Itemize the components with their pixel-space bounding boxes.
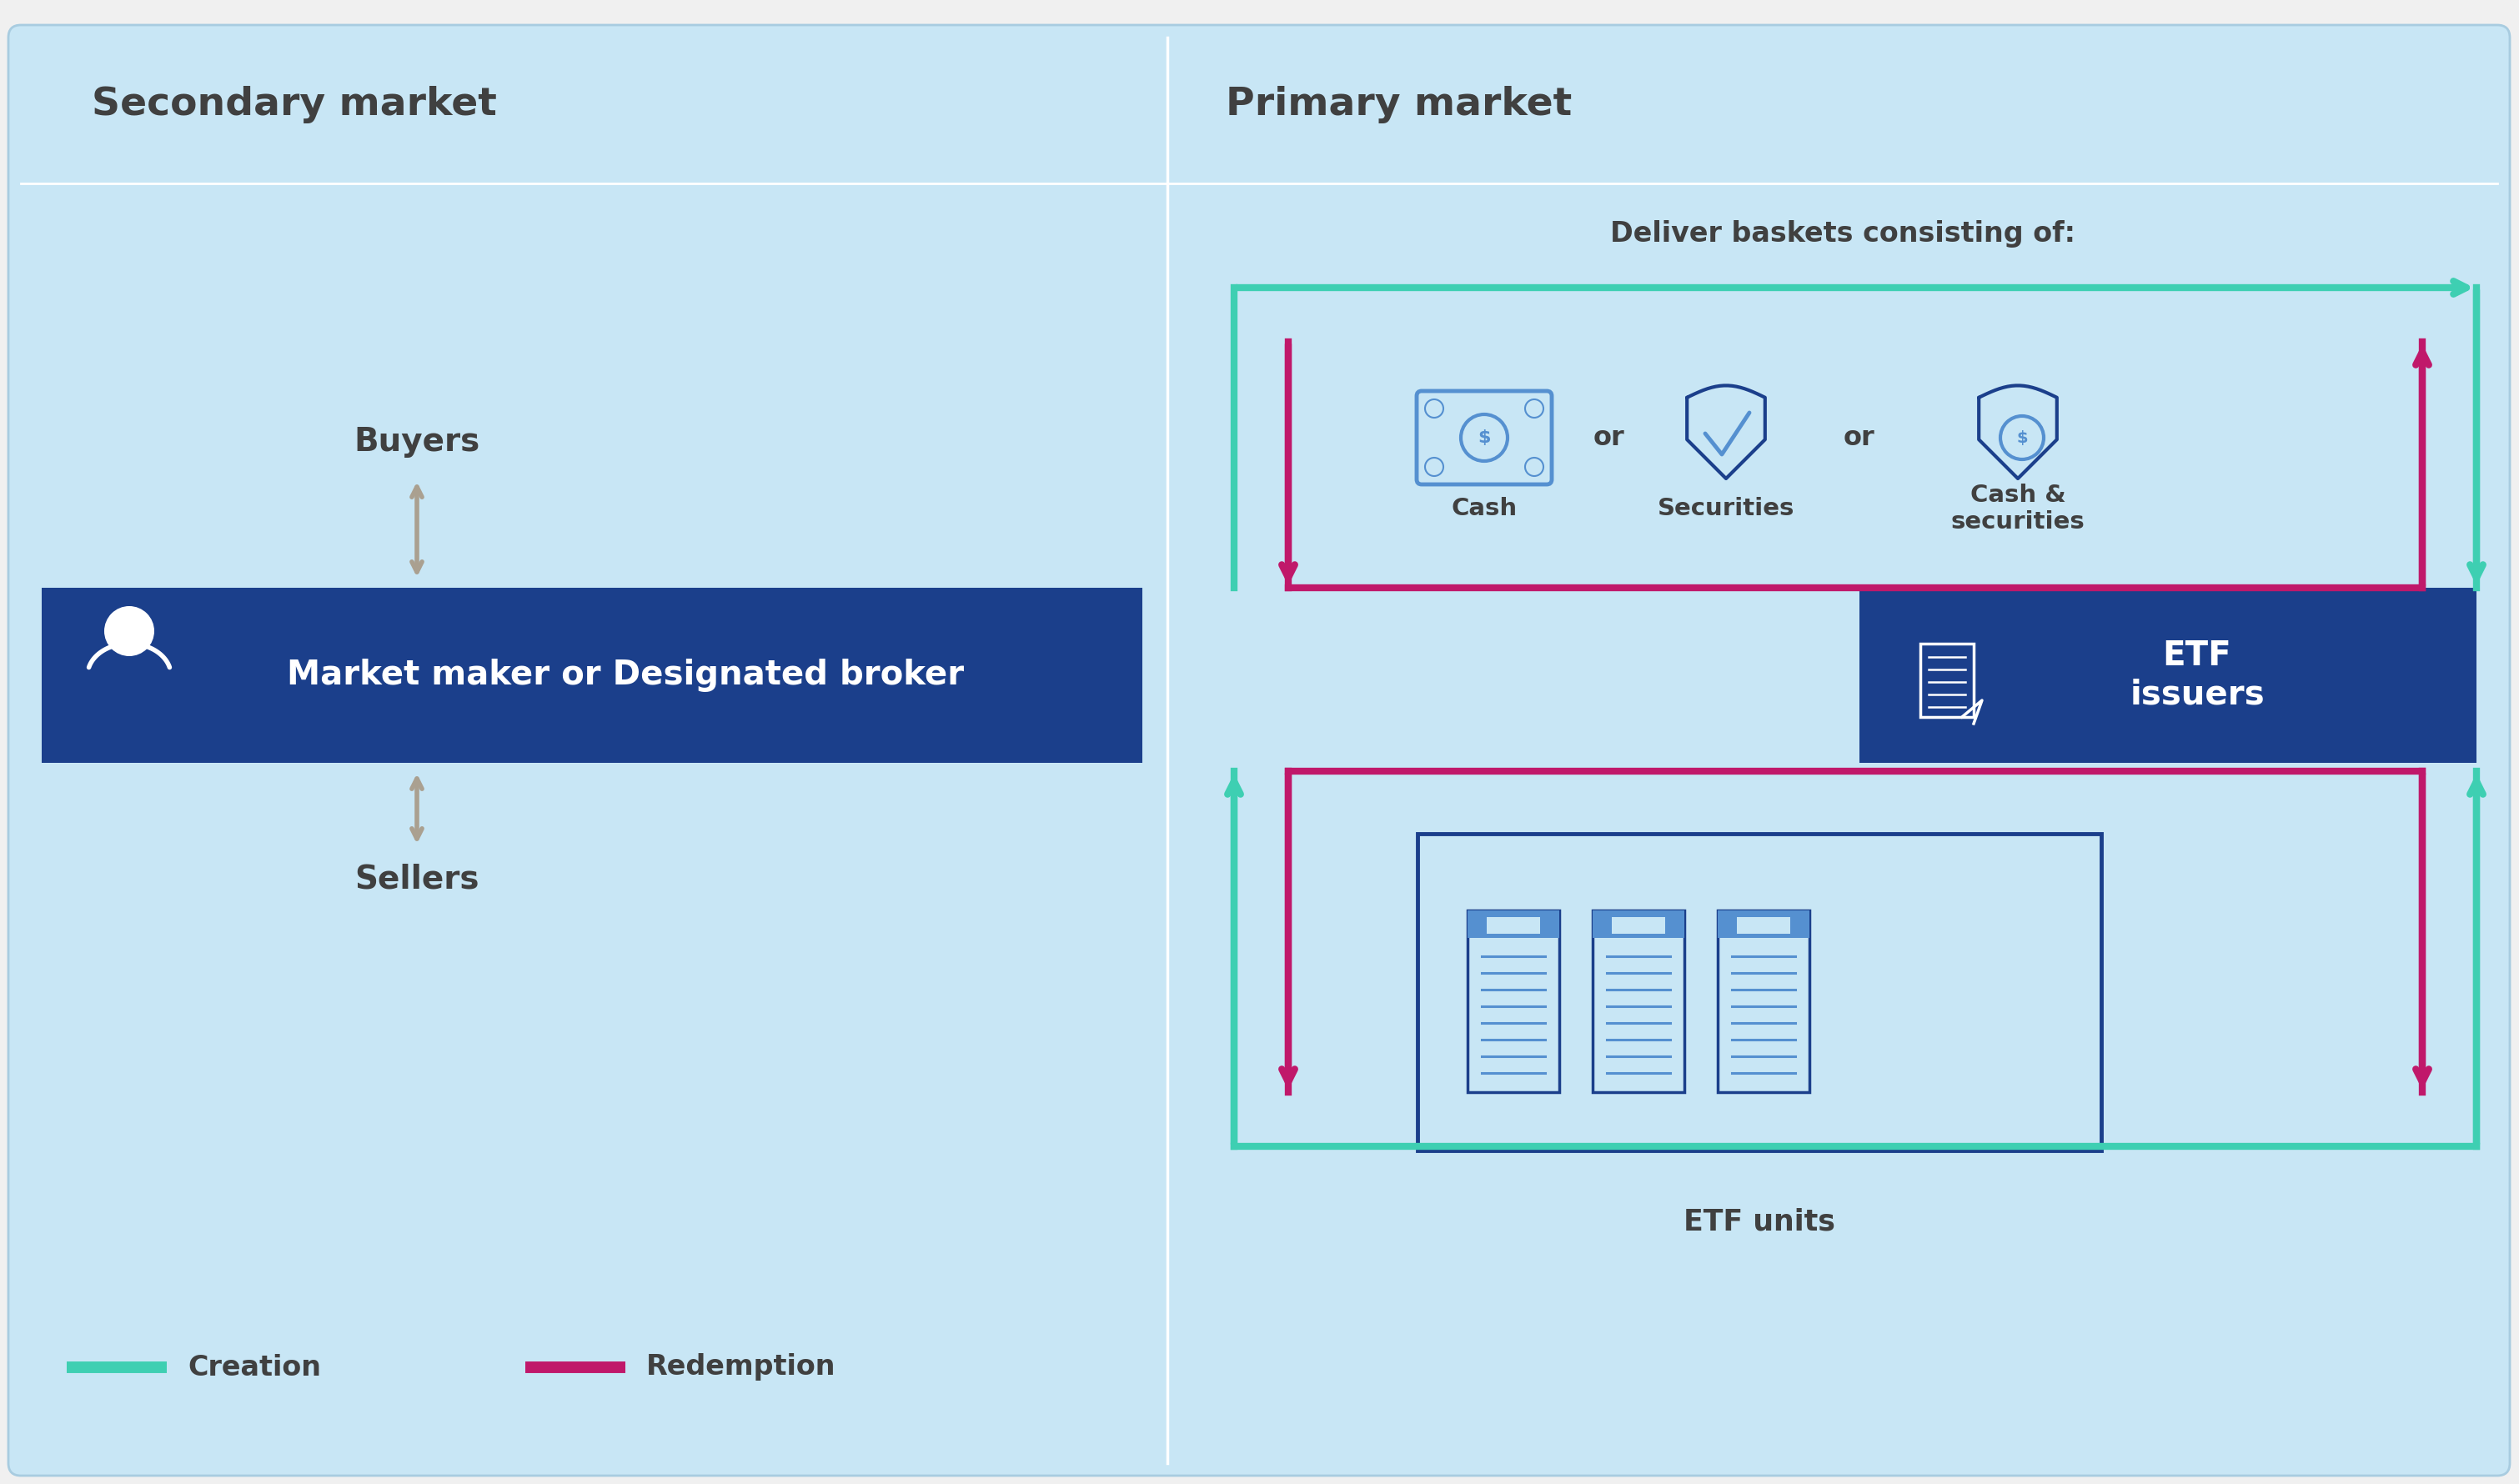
FancyBboxPatch shape bbox=[1612, 917, 1665, 933]
Circle shape bbox=[1426, 457, 1443, 476]
Text: ETF
issuers: ETF issuers bbox=[2129, 640, 2265, 711]
Text: $: $ bbox=[1479, 429, 1491, 447]
Text: Secondary market: Secondary market bbox=[91, 86, 496, 123]
Text: Securities: Securities bbox=[1658, 497, 1794, 521]
Text: or: or bbox=[1595, 424, 1625, 451]
FancyBboxPatch shape bbox=[43, 588, 1141, 763]
Text: ETF units: ETF units bbox=[1683, 1206, 1836, 1236]
Text: Primary market: Primary market bbox=[1227, 86, 1572, 123]
FancyBboxPatch shape bbox=[1738, 917, 1791, 933]
FancyBboxPatch shape bbox=[1486, 917, 1539, 933]
Text: Buyers: Buyers bbox=[353, 426, 481, 457]
Circle shape bbox=[1524, 457, 1544, 476]
Circle shape bbox=[1524, 399, 1544, 417]
FancyBboxPatch shape bbox=[1718, 910, 1809, 938]
Circle shape bbox=[1426, 399, 1443, 417]
Text: Deliver baskets consisting of:: Deliver baskets consisting of: bbox=[1610, 220, 2076, 248]
Text: $: $ bbox=[2015, 430, 2028, 445]
Text: Cash: Cash bbox=[1451, 497, 1516, 521]
Text: Redemption: Redemption bbox=[647, 1353, 836, 1382]
FancyBboxPatch shape bbox=[8, 25, 2509, 1475]
Text: Market maker or Designated broker: Market maker or Designated broker bbox=[287, 659, 965, 692]
Text: Cash &
securities: Cash & securities bbox=[1950, 484, 2086, 534]
Text: Creation: Creation bbox=[186, 1353, 320, 1382]
Text: or: or bbox=[1844, 424, 1874, 451]
FancyBboxPatch shape bbox=[1859, 588, 2476, 763]
Circle shape bbox=[103, 605, 154, 656]
FancyBboxPatch shape bbox=[1592, 910, 1685, 938]
FancyBboxPatch shape bbox=[1469, 910, 1559, 938]
Text: Sellers: Sellers bbox=[355, 864, 479, 895]
